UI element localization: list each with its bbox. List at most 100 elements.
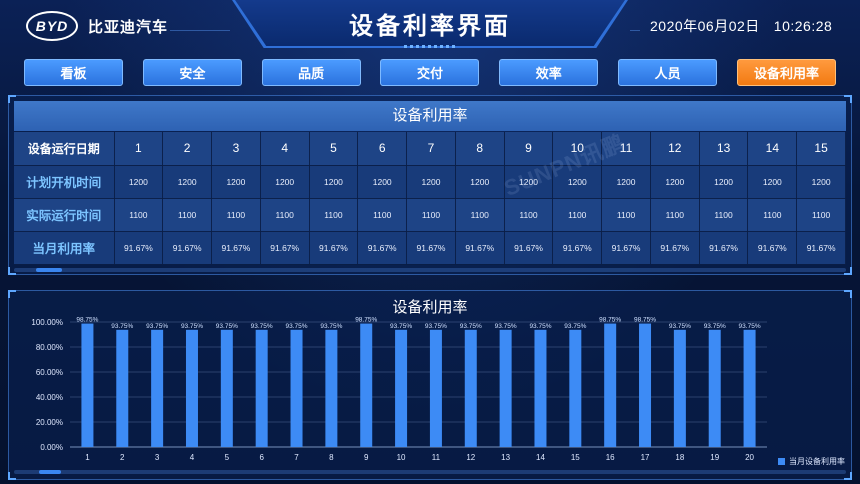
table-cell: 4 bbox=[260, 132, 310, 166]
nav-tab-efficiency[interactable]: 效率 bbox=[499, 59, 599, 86]
table-cell: 11 bbox=[601, 132, 651, 166]
chart-bar bbox=[81, 323, 94, 447]
chart-bar bbox=[464, 329, 477, 447]
y-tick-label: 0.00% bbox=[40, 443, 63, 452]
utilization-table: 设备运行日期 1 2 3 4 5 6 7 8 9 10 11 12 13 14 15 计划开机时间 1200 120… bbox=[14, 132, 846, 265]
nav-tab-delivery[interactable]: 交付 bbox=[380, 59, 480, 86]
table-cell: 1100 bbox=[309, 198, 359, 232]
nav-tab-safety[interactable]: 安全 bbox=[142, 59, 242, 86]
table-cell: 1200 bbox=[260, 165, 310, 199]
table-cell: 1200 bbox=[552, 165, 603, 199]
x-tick-label: 3 bbox=[155, 453, 160, 460]
table-cell: 1200 bbox=[796, 165, 846, 199]
table-cell: 1100 bbox=[747, 198, 798, 232]
nav-tab-personnel[interactable]: 人员 bbox=[618, 59, 718, 86]
bar-data-label: 93.75% bbox=[286, 323, 308, 330]
chart-bar bbox=[429, 329, 442, 447]
x-tick-label: 14 bbox=[536, 453, 545, 460]
nav-bar: 看板 安全 品质 交付 效率 人员 设备利用率 bbox=[24, 59, 836, 87]
table-cell: 91.67% bbox=[747, 231, 798, 265]
title-decoration bbox=[404, 45, 456, 48]
bar-data-label: 93.75% bbox=[669, 323, 691, 330]
byd-logo-mark: BYD bbox=[26, 11, 78, 41]
table-scroll-thumb[interactable] bbox=[36, 268, 62, 272]
chart-bar bbox=[604, 323, 617, 447]
x-tick-label: 6 bbox=[259, 453, 264, 460]
table-cell: 91.67% bbox=[601, 231, 651, 265]
legend-swatch bbox=[778, 458, 785, 465]
x-tick-label: 8 bbox=[329, 453, 334, 460]
bar-data-label: 93.75% bbox=[251, 323, 273, 330]
table-cell: 8 bbox=[455, 132, 505, 166]
row-header: 计划开机时间 bbox=[14, 165, 115, 199]
brand-logo: BYD 比亚迪汽车 bbox=[26, 10, 168, 42]
table-cell: 1200 bbox=[211, 165, 261, 199]
table-cell: 1100 bbox=[650, 198, 700, 232]
row-header: 当月利用率 bbox=[14, 231, 115, 265]
x-tick-label: 1 bbox=[85, 453, 90, 460]
table-cell: 1200 bbox=[504, 165, 554, 199]
row-run-date: 设备运行日期 1 2 3 4 5 6 7 8 9 10 11 12 13 14 15 bbox=[14, 132, 846, 166]
x-tick-label: 18 bbox=[675, 453, 684, 460]
header-divider-right bbox=[630, 30, 640, 31]
chart-bar bbox=[151, 329, 164, 447]
table-cell: 91.67% bbox=[552, 231, 603, 265]
bar-data-label: 93.75% bbox=[704, 323, 726, 330]
header-divider-left bbox=[170, 30, 230, 31]
table-cell: 15 bbox=[796, 132, 846, 166]
nav-tab-equipment-utilization[interactable]: 设备利用率 bbox=[736, 59, 836, 86]
corner-decoration bbox=[844, 290, 852, 298]
chart-bar bbox=[639, 323, 652, 447]
chart-bar bbox=[743, 329, 756, 447]
page-title: 设备利率界面 bbox=[349, 13, 511, 40]
corner-decoration bbox=[844, 267, 852, 275]
table-cell: 1200 bbox=[406, 165, 456, 199]
bar-data-label: 98.75% bbox=[634, 317, 656, 324]
nav-tab-quality[interactable]: 品质 bbox=[261, 59, 361, 86]
chart-bar bbox=[116, 329, 129, 447]
table-cell: 9 bbox=[504, 132, 554, 166]
table-cell: 1200 bbox=[114, 165, 164, 199]
chart-horizontal-scrollbar[interactable] bbox=[14, 470, 846, 474]
datetime: 2020年06月02日 10:26:28 bbox=[650, 16, 846, 36]
row-actual-time: 实际运行时间 1100 1100 1100 1100 1100 1100 1100 1100 11… bbox=[14, 198, 846, 232]
x-tick-label: 5 bbox=[225, 453, 230, 460]
x-tick-label: 12 bbox=[466, 453, 475, 460]
bar-data-label: 93.75% bbox=[739, 323, 761, 330]
bar-data-label: 93.75% bbox=[181, 323, 203, 330]
row-header: 设备运行日期 bbox=[14, 132, 115, 166]
y-tick-label: 80.00% bbox=[36, 343, 63, 352]
table-cell: 6 bbox=[357, 132, 408, 166]
y-tick-label: 20.00% bbox=[36, 418, 63, 427]
bar-data-label: 93.75% bbox=[146, 323, 168, 330]
bar-data-label: 93.75% bbox=[495, 323, 517, 330]
chart-bar bbox=[255, 329, 268, 447]
chart-bar bbox=[534, 329, 547, 447]
x-tick-label: 13 bbox=[501, 453, 510, 460]
corner-decoration bbox=[844, 472, 852, 480]
x-tick-label: 11 bbox=[432, 453, 441, 460]
bar-data-label: 98.75% bbox=[355, 317, 377, 324]
legend-label: 当月设备利用率 bbox=[789, 457, 845, 466]
x-tick-label: 17 bbox=[641, 453, 650, 460]
table-horizontal-scrollbar[interactable] bbox=[14, 268, 846, 272]
table-cell: 1200 bbox=[162, 165, 213, 199]
row-header: 实际运行时间 bbox=[14, 198, 115, 232]
table-cell: 1200 bbox=[699, 165, 749, 199]
utilization-table-panel: 设备利用率 设备运行日期 1 2 3 4 5 6 7 8 9 10 11 12 13 14 15 计划开机时间 1… bbox=[8, 95, 852, 275]
table-cell: 91.67% bbox=[455, 231, 505, 265]
table-cell: 10 bbox=[552, 132, 603, 166]
corner-decoration bbox=[8, 290, 16, 298]
bar-data-label: 98.75% bbox=[599, 317, 621, 324]
bar-data-label: 93.75% bbox=[320, 323, 342, 330]
title-plate bbox=[235, 0, 625, 46]
corner-decoration bbox=[8, 472, 16, 480]
chart-scroll-thumb[interactable] bbox=[39, 470, 61, 474]
table-cell: 14 bbox=[747, 132, 798, 166]
x-tick-label: 19 bbox=[710, 453, 719, 460]
table-cell: 1100 bbox=[601, 198, 651, 232]
x-tick-label: 15 bbox=[571, 453, 580, 460]
table-cell: 13 bbox=[699, 132, 749, 166]
brand-name: 比亚迪汽车 bbox=[88, 18, 169, 36]
nav-tab-kanban[interactable]: 看板 bbox=[24, 59, 123, 86]
